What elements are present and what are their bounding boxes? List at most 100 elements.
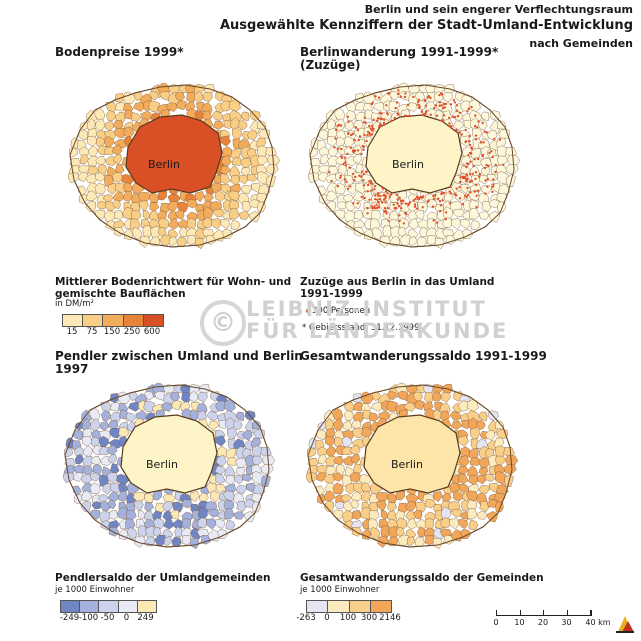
migration-dot xyxy=(456,114,460,118)
migration-dot xyxy=(366,190,369,193)
municipality xyxy=(448,518,460,530)
municipality xyxy=(380,510,389,520)
municipality xyxy=(108,509,119,520)
migration-dot xyxy=(383,118,386,121)
migration-dot xyxy=(389,193,393,196)
migration-dots xyxy=(328,89,505,225)
migration-dot xyxy=(488,151,491,155)
municipality xyxy=(434,237,445,250)
migration-dot xyxy=(473,158,476,161)
migration-dot xyxy=(352,149,355,152)
municipality xyxy=(315,472,327,482)
municipality xyxy=(479,174,490,185)
pendler-legend-swatch xyxy=(137,601,157,612)
municipality xyxy=(181,535,192,546)
migration-dot xyxy=(475,194,478,197)
municipality xyxy=(188,391,199,402)
municipality xyxy=(213,208,226,218)
municipality xyxy=(144,492,154,503)
migration-dot xyxy=(466,110,469,113)
migration-dot xyxy=(366,130,370,134)
municipality xyxy=(231,157,244,166)
migration-dot xyxy=(427,95,431,98)
pendler-legend-label: 249 xyxy=(137,613,154,623)
municipality xyxy=(465,490,478,502)
berlinwanderung-dot-legend: 300 Personen xyxy=(306,306,370,316)
municipality xyxy=(176,100,187,110)
migration-dot xyxy=(398,219,401,223)
municipality xyxy=(240,111,250,122)
migration-dot xyxy=(376,117,380,120)
migration-dot xyxy=(379,194,382,198)
municipality xyxy=(256,171,269,185)
migration-dot xyxy=(415,207,419,210)
scale-bar-tick xyxy=(590,610,591,615)
municipality xyxy=(126,526,138,540)
municipality xyxy=(460,446,471,459)
municipality xyxy=(111,172,123,183)
municipality xyxy=(176,236,187,248)
municipality xyxy=(186,199,199,209)
migration-dot xyxy=(380,117,383,121)
migration-dot xyxy=(344,156,347,159)
migration-dot xyxy=(346,115,349,119)
migration-dot xyxy=(467,140,471,143)
municipality xyxy=(220,219,230,229)
municipality xyxy=(215,400,227,412)
municipality xyxy=(222,490,235,502)
municipality xyxy=(480,111,490,122)
municipality xyxy=(134,500,144,512)
municipality xyxy=(207,420,220,430)
region-border xyxy=(309,84,515,248)
municipality xyxy=(220,155,232,167)
municipality xyxy=(235,484,247,495)
migration-dot xyxy=(439,209,442,213)
migration-dot xyxy=(377,192,380,195)
watermark-line-2: FÜR LÄNDERKUNDE xyxy=(246,319,509,343)
migration-dot xyxy=(491,190,494,194)
region-border xyxy=(307,384,513,548)
municipality xyxy=(157,227,167,237)
municipality xyxy=(478,466,489,477)
municipality xyxy=(90,418,100,432)
municipality xyxy=(387,492,397,503)
bodenpreise-legend-bar xyxy=(62,314,164,327)
migration-dot xyxy=(375,206,379,210)
municipality xyxy=(424,535,435,546)
municipality xyxy=(238,211,250,220)
municipality xyxy=(208,508,221,518)
migration-dot xyxy=(394,106,397,110)
pendler-legend: -249 -100 -50 0 249 xyxy=(60,600,157,626)
migration-dot xyxy=(465,196,468,199)
municipality xyxy=(406,535,416,547)
migration-dot xyxy=(475,183,478,187)
pendler-berlin-label: Berlin xyxy=(146,458,178,471)
migration-dot xyxy=(399,95,403,98)
municipality xyxy=(252,483,266,496)
migration-dot xyxy=(369,127,372,130)
bodenpreise-legend-title-1: Mittlerer Bodenrichtwert für Wohn- und xyxy=(55,276,292,288)
bodenpreise-legend-label: 15 xyxy=(66,327,78,337)
municipality xyxy=(476,511,488,520)
municipality xyxy=(373,101,386,112)
migration-dot xyxy=(486,185,489,188)
migration-dot xyxy=(485,131,488,134)
berlinwanderung-map xyxy=(307,82,521,250)
berlin-area xyxy=(125,114,223,194)
municipality xyxy=(181,499,194,509)
municipality xyxy=(241,473,253,482)
municipality xyxy=(442,217,453,228)
bodenpreise-legend-swatch xyxy=(83,315,104,326)
dot-legend-label: 300 Personen xyxy=(312,306,371,316)
scale-bar-label: 10 xyxy=(514,618,525,627)
migration-dot xyxy=(378,111,381,115)
migration-dot xyxy=(486,178,489,181)
migration-dot xyxy=(350,133,353,137)
migration-dot xyxy=(422,195,425,198)
municipality xyxy=(186,235,197,246)
migration-dot xyxy=(339,176,342,179)
bodenpreise-legend-label: 600 xyxy=(143,327,161,337)
municipality xyxy=(115,111,126,123)
municipality xyxy=(210,218,222,230)
migration-dot xyxy=(441,93,444,96)
